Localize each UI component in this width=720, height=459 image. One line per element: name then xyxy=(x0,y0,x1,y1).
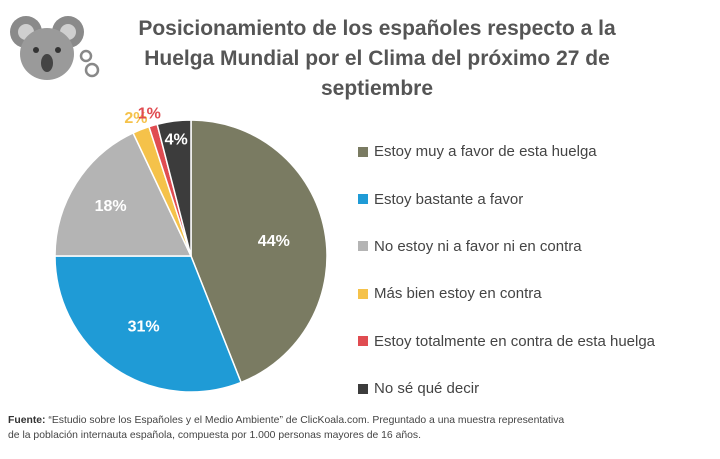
legend-label: Estoy bastante a favor xyxy=(374,190,524,208)
legend-item: Estoy bastante a favor xyxy=(358,175,655,222)
chart-title: Posicionamiento de los españoles respect… xyxy=(112,14,642,104)
chart-title-line: Huelga Mundial por el Clima del próximo … xyxy=(144,47,610,70)
source-note: Fuente: “Estudio sobre los Españoles y e… xyxy=(8,413,712,443)
legend-item: Estoy totalmente en contra de esta huelg… xyxy=(358,318,655,365)
source-text-line1: “Estudio sobre los Españoles y el Medio … xyxy=(45,415,565,426)
slice-label: 2% xyxy=(124,110,147,127)
slice-label: 4% xyxy=(165,132,188,149)
source-text-line2: de la población internauta española, com… xyxy=(8,430,422,441)
legend-swatch xyxy=(358,383,368,394)
legend-swatch xyxy=(358,288,368,299)
chart-title-line: septiembre xyxy=(320,77,434,100)
legend-label: Estoy muy a favor de esta huelga xyxy=(374,143,597,161)
chart-title-line: Posicionamiento de los españoles respect… xyxy=(138,17,616,40)
slice-label: 18% xyxy=(95,198,127,215)
pie-slice xyxy=(54,131,193,257)
koala-logo-icon xyxy=(10,16,100,80)
pie-slice xyxy=(54,255,243,393)
pie-slice xyxy=(190,119,328,384)
slice-label: 31% xyxy=(128,319,160,336)
source-label: Fuente: xyxy=(8,415,46,426)
legend-label: No estoy ni a favor ni en contra xyxy=(374,237,582,255)
legend-item: Más bien estoy en contra xyxy=(358,270,655,317)
slice-label: 1% xyxy=(138,105,161,122)
legend-item: No estoy ni a favor ni en contra xyxy=(358,223,655,270)
legend-swatch xyxy=(358,194,368,205)
legend-item: Estoy muy a favor de esta huelga xyxy=(358,128,655,175)
legend-swatch xyxy=(358,336,368,347)
legend-label: No sé qué decir xyxy=(374,380,480,398)
legend-item: No sé qué decir xyxy=(358,365,655,412)
slice-label: 44% xyxy=(258,233,290,250)
legend-label: Estoy totalmente en contra de esta huelg… xyxy=(374,332,656,350)
pie-slice xyxy=(156,119,192,257)
legend-swatch xyxy=(358,241,368,252)
legend-swatch xyxy=(358,146,368,157)
legend-label: Más bien estoy en contra xyxy=(374,285,542,303)
chart-legend: Estoy muy a favor de esta huelga Estoy b… xyxy=(358,128,655,412)
